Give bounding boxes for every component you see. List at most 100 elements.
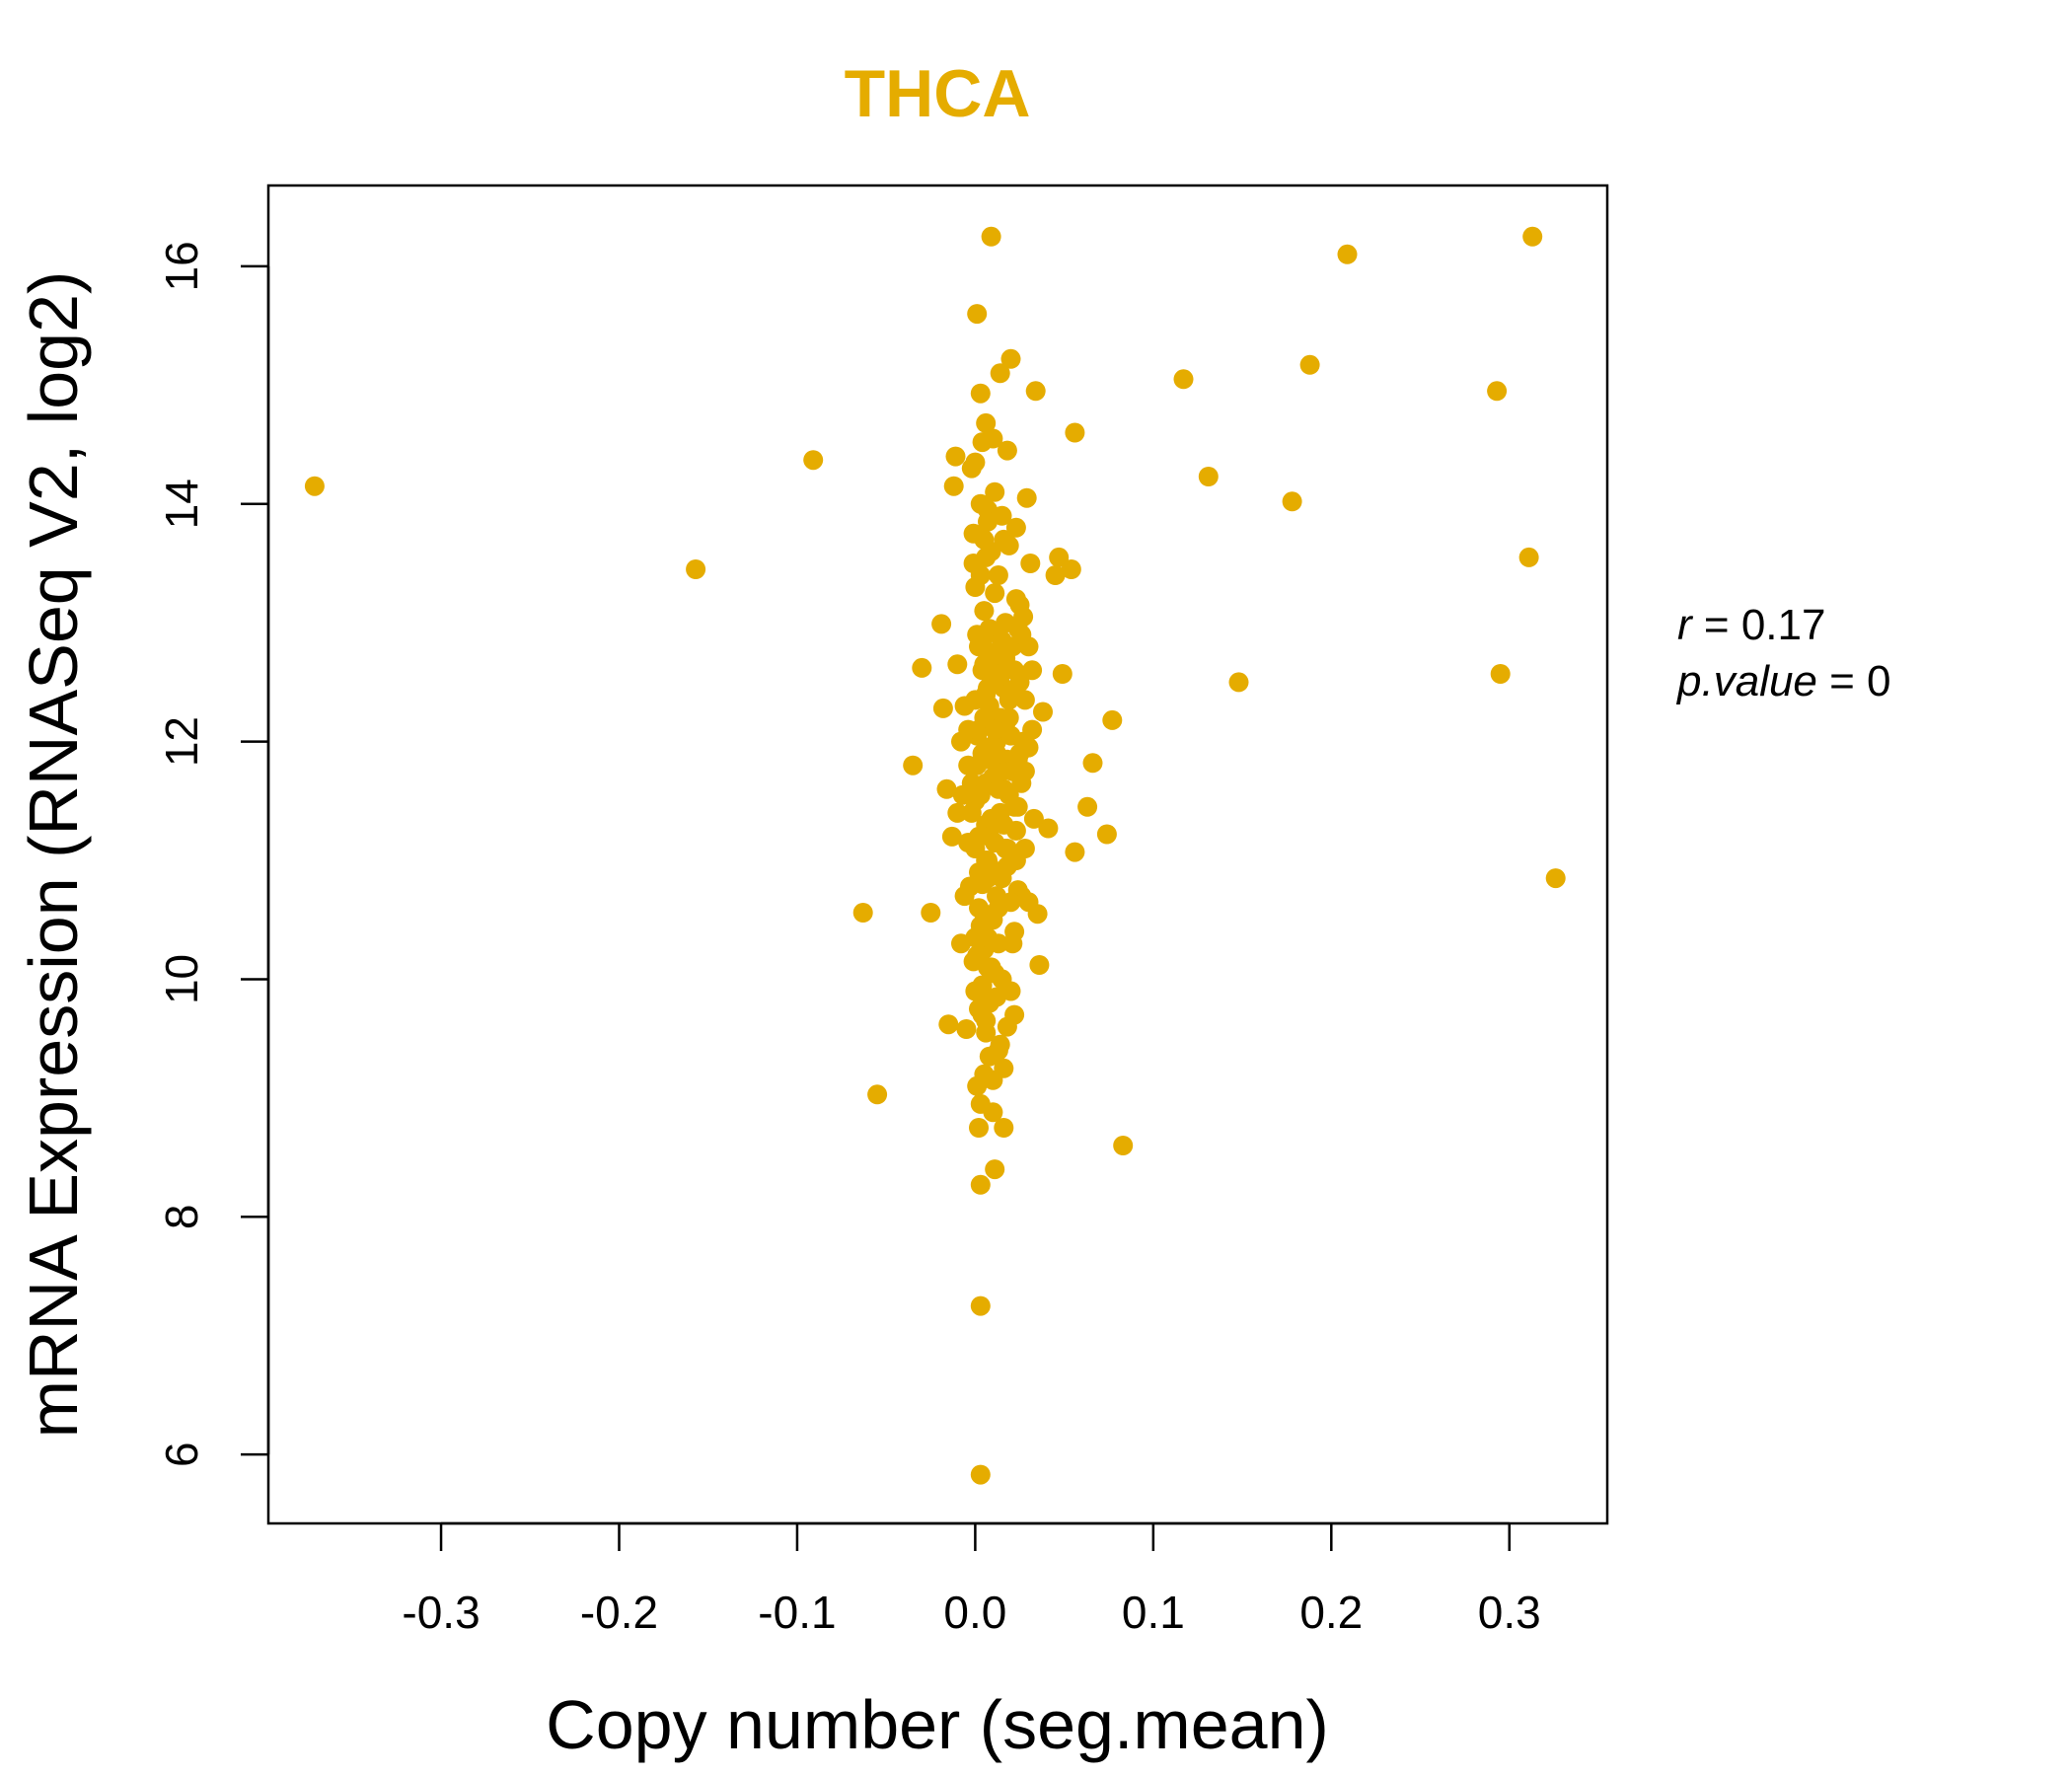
x-tick-label: 0.0 bbox=[943, 1587, 1006, 1638]
data-point bbox=[951, 731, 971, 752]
data-point bbox=[1282, 491, 1302, 512]
data-point bbox=[304, 476, 325, 496]
data-point bbox=[1045, 565, 1066, 585]
y-tick-label: 10 bbox=[156, 954, 207, 1004]
p-value: 0 bbox=[1867, 657, 1890, 705]
data-point bbox=[974, 529, 995, 550]
data-point bbox=[1082, 753, 1103, 774]
data-point bbox=[803, 450, 824, 471]
y-tick-label: 16 bbox=[156, 241, 207, 291]
data-point bbox=[1198, 467, 1219, 486]
data-point bbox=[943, 476, 964, 496]
y-tick-label: 8 bbox=[156, 1205, 207, 1230]
x-axis: -0.3 -0.2 -0.1 0.0 0.1 0.2 0.3 bbox=[402, 1521, 1541, 1638]
data-point bbox=[999, 535, 1019, 555]
data-point bbox=[974, 601, 995, 622]
r-eq: = bbox=[1692, 601, 1741, 649]
data-point bbox=[932, 698, 953, 718]
data-point bbox=[1004, 660, 1025, 681]
data-point bbox=[990, 363, 1010, 384]
r-stat: r = 0.17 bbox=[1677, 601, 1825, 649]
data-point bbox=[985, 1159, 1005, 1180]
data-point bbox=[921, 903, 941, 923]
y-tick-label: 6 bbox=[156, 1442, 207, 1467]
data-point bbox=[969, 1118, 989, 1138]
points-layer bbox=[304, 226, 1566, 1485]
data-point bbox=[1025, 381, 1046, 402]
x-tick-label: 0.1 bbox=[1122, 1587, 1185, 1638]
data-point bbox=[974, 654, 995, 675]
data-point bbox=[1002, 761, 1023, 781]
data-point bbox=[970, 383, 991, 404]
data-point bbox=[931, 614, 952, 634]
data-point bbox=[1000, 892, 1021, 913]
data-point bbox=[1005, 517, 1026, 538]
data-point bbox=[1005, 851, 1026, 870]
data-point bbox=[956, 1019, 977, 1039]
data-point bbox=[969, 898, 989, 919]
data-point bbox=[965, 927, 986, 948]
data-point bbox=[1518, 547, 1539, 567]
data-point bbox=[1337, 244, 1358, 264]
y-tick-label: 14 bbox=[156, 479, 207, 529]
data-point bbox=[1022, 719, 1043, 740]
data-point bbox=[965, 981, 986, 1001]
data-point bbox=[972, 874, 993, 895]
data-point bbox=[983, 910, 1003, 930]
data-point bbox=[1004, 922, 1025, 942]
y-tick-label: 12 bbox=[156, 716, 207, 767]
data-point bbox=[1014, 690, 1035, 710]
data-point bbox=[852, 903, 873, 923]
data-point bbox=[988, 933, 1008, 954]
data-point bbox=[1522, 226, 1543, 247]
p-label: p.value bbox=[1675, 657, 1817, 705]
data-point bbox=[961, 802, 982, 823]
plot-frame bbox=[266, 184, 1609, 1525]
data-point bbox=[954, 696, 975, 716]
x-axis-title: Copy number (seg.mean) bbox=[546, 1686, 1329, 1763]
data-point bbox=[970, 1464, 991, 1485]
data-point bbox=[985, 583, 1005, 604]
data-point bbox=[994, 1058, 1014, 1078]
data-point bbox=[1000, 348, 1021, 369]
data-point bbox=[981, 226, 1001, 247]
data-point bbox=[970, 1174, 991, 1195]
data-point bbox=[686, 559, 706, 579]
data-point bbox=[1102, 709, 1123, 730]
data-point bbox=[954, 886, 975, 907]
data-point bbox=[963, 951, 984, 972]
data-point bbox=[947, 654, 968, 675]
data-point bbox=[967, 304, 988, 325]
data-point bbox=[1113, 1136, 1134, 1155]
data-point bbox=[1016, 487, 1037, 508]
data-point bbox=[965, 839, 986, 858]
data-point bbox=[992, 505, 1012, 526]
data-point bbox=[1018, 892, 1039, 913]
r-label: r bbox=[1677, 601, 1694, 649]
data-point bbox=[994, 1118, 1014, 1138]
data-point bbox=[1038, 818, 1059, 839]
data-point bbox=[992, 868, 1012, 889]
data-point bbox=[1004, 796, 1025, 817]
data-point bbox=[1049, 547, 1070, 567]
data-point bbox=[969, 636, 989, 657]
data-point bbox=[985, 719, 1005, 740]
data-point bbox=[1020, 554, 1041, 573]
x-tick-label: -0.3 bbox=[402, 1587, 480, 1638]
data-point bbox=[1029, 955, 1050, 975]
x-tick-label: -0.1 bbox=[758, 1587, 836, 1638]
data-point bbox=[1061, 559, 1081, 579]
data-point bbox=[1009, 595, 1030, 616]
y-axis-title: mRNA Expression (RNASeq V2, log2) bbox=[15, 271, 92, 1439]
data-point bbox=[994, 814, 1014, 835]
data-point bbox=[979, 993, 999, 1013]
data-point bbox=[1299, 354, 1320, 375]
data-point bbox=[970, 1295, 991, 1316]
data-point bbox=[1545, 868, 1566, 889]
data-point bbox=[1096, 824, 1117, 845]
data-point bbox=[988, 565, 1008, 585]
data-point bbox=[941, 826, 962, 847]
data-point bbox=[912, 657, 932, 678]
chart-title: THCA bbox=[845, 56, 1031, 131]
